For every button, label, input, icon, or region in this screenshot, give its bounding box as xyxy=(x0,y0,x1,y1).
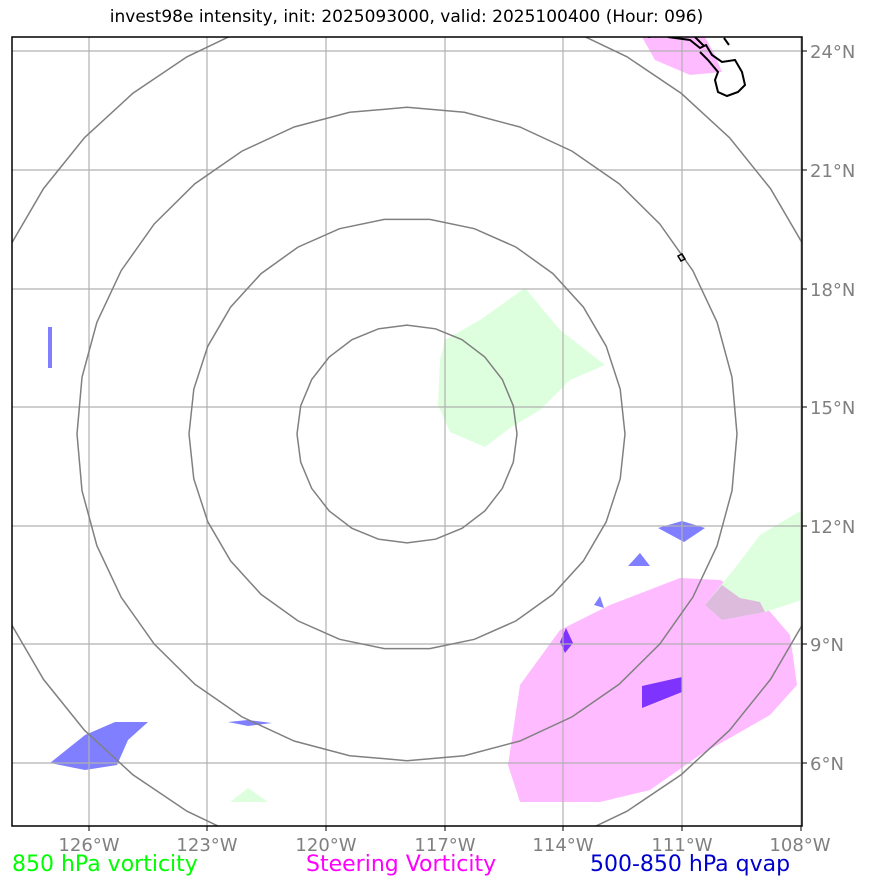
vorticity-850-area xyxy=(230,788,268,802)
lat-label: 9°N xyxy=(810,635,844,656)
lat-label: 6°N xyxy=(810,754,844,775)
lat-label: 21°N xyxy=(810,161,855,182)
lon-label: 117°W xyxy=(414,835,475,856)
map-frame xyxy=(11,36,803,827)
lat-label: 18°N xyxy=(810,280,855,301)
qvap-area xyxy=(628,553,650,566)
qvap-area xyxy=(48,327,52,368)
lat-label: 12°N xyxy=(810,517,855,538)
range-ring xyxy=(296,324,518,544)
coastline xyxy=(648,37,747,98)
map-title: invest98e intensity, init: 2025093000, v… xyxy=(109,7,704,27)
qvap-area xyxy=(594,596,604,608)
vorticity-850-area xyxy=(438,288,605,447)
island-outline xyxy=(676,253,687,262)
legend-850-vorticity: 850 hPa vorticity xyxy=(12,852,198,877)
lon-label: 123°W xyxy=(176,835,237,856)
lon-label: 120°W xyxy=(295,835,356,856)
lon-label: 111°W xyxy=(651,835,712,856)
vorticity-overlap-area xyxy=(705,585,765,620)
qvap-area xyxy=(642,677,682,708)
lon-label: 114°W xyxy=(532,835,593,856)
lat-label: 24°N xyxy=(810,42,855,63)
range-ring xyxy=(76,106,738,762)
legend-qvap: 500-850 hPa qvap xyxy=(590,852,791,877)
range-ring xyxy=(188,218,626,650)
legend-steering-vorticity: Steering Vorticity xyxy=(306,852,497,877)
range-ring xyxy=(12,37,802,826)
qvap-area xyxy=(228,720,272,726)
lon-label: 126°W xyxy=(58,835,119,856)
qvap-area xyxy=(50,722,148,770)
lat-label: 15°N xyxy=(810,398,855,419)
lon-label: 108°W xyxy=(769,835,830,856)
